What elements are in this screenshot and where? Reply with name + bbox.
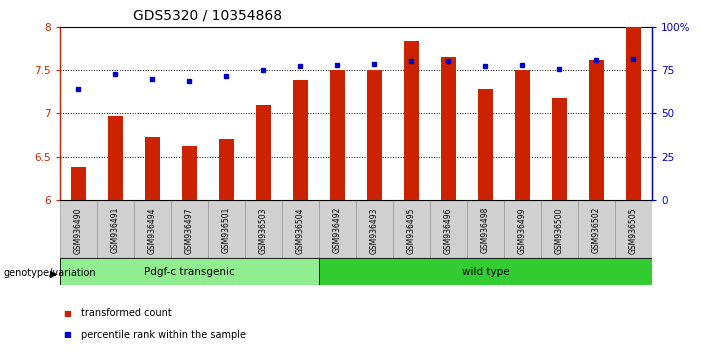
Bar [319, 200, 355, 258]
Bar [245, 200, 282, 258]
Text: GSM936491: GSM936491 [111, 207, 120, 253]
Bar [256, 105, 271, 200]
Bar [182, 146, 196, 200]
Bar [430, 200, 467, 258]
Text: transformed count: transformed count [81, 308, 171, 318]
Text: percentile rank within the sample: percentile rank within the sample [81, 330, 245, 339]
Bar [589, 59, 604, 200]
Bar [515, 70, 530, 200]
Text: GSM936501: GSM936501 [222, 207, 231, 253]
Bar [319, 258, 652, 285]
Text: ■: ■ [63, 309, 71, 318]
Bar [478, 89, 493, 200]
Text: ■: ■ [63, 330, 71, 339]
Text: wild type: wild type [461, 267, 509, 277]
Bar [330, 70, 345, 200]
Bar [293, 80, 308, 200]
Text: genotype/variation: genotype/variation [4, 268, 96, 278]
Bar [393, 200, 430, 258]
Bar [404, 41, 418, 200]
Bar [367, 70, 381, 200]
Bar [355, 200, 393, 258]
Bar [615, 200, 652, 258]
Bar [144, 137, 160, 200]
Bar [108, 116, 123, 200]
Bar [626, 27, 641, 200]
Text: GSM936503: GSM936503 [259, 207, 268, 253]
Text: GSM936490: GSM936490 [74, 207, 83, 253]
Text: GSM936495: GSM936495 [407, 207, 416, 253]
Bar [71, 167, 86, 200]
Text: ▶: ▶ [50, 268, 57, 278]
Text: Pdgf-c transgenic: Pdgf-c transgenic [144, 267, 235, 277]
Text: GSM936494: GSM936494 [148, 207, 156, 253]
Text: GSM936504: GSM936504 [296, 207, 305, 253]
Bar [97, 200, 134, 258]
Bar [170, 200, 207, 258]
Text: GSM936500: GSM936500 [555, 207, 564, 253]
Text: GDS5320 / 10354868: GDS5320 / 10354868 [133, 9, 283, 23]
Bar [134, 200, 170, 258]
Bar [578, 200, 615, 258]
Bar [207, 200, 245, 258]
Text: GSM936505: GSM936505 [629, 207, 638, 253]
Bar [552, 98, 567, 200]
Bar [60, 200, 97, 258]
Text: GSM936502: GSM936502 [592, 207, 601, 253]
Bar [504, 200, 541, 258]
Bar [467, 200, 504, 258]
Text: GSM936492: GSM936492 [333, 207, 342, 253]
Bar [441, 57, 456, 200]
Bar [219, 139, 233, 200]
Bar [541, 200, 578, 258]
Text: GSM936497: GSM936497 [184, 207, 193, 253]
Text: GSM936496: GSM936496 [444, 207, 453, 253]
Text: GSM936499: GSM936499 [518, 207, 527, 253]
Text: GSM936493: GSM936493 [369, 207, 379, 253]
Bar [282, 200, 319, 258]
Text: GSM936498: GSM936498 [481, 207, 490, 253]
Bar [60, 258, 319, 285]
